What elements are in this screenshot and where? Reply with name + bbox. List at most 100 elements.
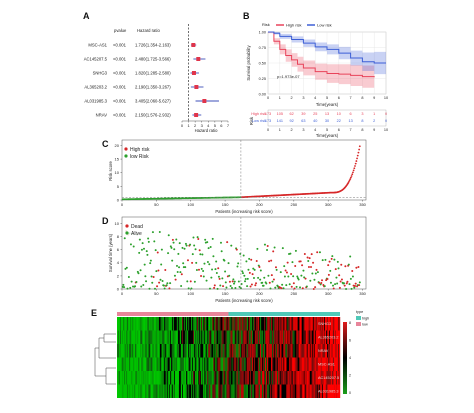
heatmap-cell <box>173 330 175 344</box>
heatmap-cell <box>176 371 179 385</box>
heatmap-cell <box>180 371 183 385</box>
heatmap-cell <box>255 384 258 398</box>
heatmap-cell <box>287 344 289 358</box>
heatmap-cell <box>186 371 189 385</box>
status-point <box>157 269 160 272</box>
heatmap-cell <box>217 357 219 371</box>
heatmap-cell <box>129 330 131 344</box>
status-point <box>174 278 177 281</box>
heatmap-cell <box>182 384 185 398</box>
heatmap-cell <box>242 384 244 398</box>
heatmap-cell <box>120 317 122 331</box>
status-point <box>169 282 172 285</box>
heatmap-cell <box>188 344 191 358</box>
heatmap-cell <box>129 384 131 398</box>
heatmap-cell <box>177 371 180 385</box>
heatmap-cell <box>232 317 234 331</box>
heatmap-cell <box>198 330 200 344</box>
heatmap-cell <box>135 344 137 358</box>
heatmap-cell <box>167 384 169 398</box>
status-point <box>191 253 194 256</box>
heatmap-cell <box>325 371 328 385</box>
heatmap-cell <box>162 330 164 344</box>
status-point <box>285 271 288 274</box>
heatmap-cell <box>333 330 336 344</box>
heatmap-cell <box>195 344 197 358</box>
heatmap-cell <box>130 357 132 371</box>
status-point <box>151 281 154 284</box>
heatmap-cell <box>328 384 331 398</box>
heatmap-cell <box>210 317 212 331</box>
heatmap-cell <box>266 371 268 385</box>
heatmap-cell <box>317 357 319 371</box>
heatmap-cell <box>138 330 140 344</box>
heatmap-cell <box>252 344 255 358</box>
forest-gene-label: AL031985.3 <box>84 99 107 104</box>
heatmap-cell <box>121 330 123 344</box>
heatmap-cell <box>120 330 122 344</box>
heatmap-cell <box>328 357 331 371</box>
status-point <box>141 242 144 245</box>
status-point <box>250 283 253 286</box>
heatmap-cell <box>325 384 328 398</box>
status-point <box>215 260 218 263</box>
heatmap-cell <box>304 344 306 358</box>
heatmap-cell <box>250 384 253 398</box>
heatmap-cell <box>145 384 147 398</box>
heatmap-cell <box>151 371 153 385</box>
heatmap-cell <box>195 330 197 344</box>
heatmap-cell <box>121 344 123 358</box>
heatmap-cell <box>249 371 251 385</box>
status-point <box>170 246 173 249</box>
status-point <box>246 277 249 280</box>
heatmap-cell <box>294 317 296 331</box>
risk-x-tick-label: 100 <box>187 202 194 207</box>
heatmap-cell <box>326 384 329 398</box>
forest-pvalue: <0.001 <box>113 99 127 104</box>
heatmap-cell <box>227 357 229 371</box>
heatmap-cell <box>174 357 176 371</box>
heatmap-cell <box>254 371 257 385</box>
heatmap-cell <box>280 357 282 371</box>
heatmap-cell <box>151 384 153 398</box>
status-point <box>290 285 293 288</box>
forest-pvalue: <0.001 <box>113 85 127 90</box>
risk-x-tick-label: 300 <box>325 202 332 207</box>
heatmap-cell <box>137 384 139 398</box>
heatmap-row-labels: SNHG3AL365203.2NRAVMSC-AS1AC145207.5AL03… <box>318 322 339 394</box>
heatmap-cell <box>291 344 293 358</box>
heatmap-cell <box>260 384 263 398</box>
heatmap-cell <box>170 371 172 385</box>
heatmap-cell <box>179 357 182 371</box>
heatmap-cell <box>122 371 124 385</box>
heatmap-cell <box>151 330 153 344</box>
heatmap-cell <box>338 357 341 371</box>
status-point <box>346 280 349 283</box>
heatmap-cell <box>275 371 277 385</box>
heatmap-cell <box>321 317 323 331</box>
heatmap-cell <box>312 384 314 398</box>
risk-score-point <box>353 167 356 170</box>
heatmap-cell <box>215 384 217 398</box>
heatmap-cell <box>256 344 259 358</box>
panel-e-letter: E <box>91 308 97 318</box>
risk-legend-low-label: low Risk <box>130 154 149 160</box>
status-point <box>325 279 328 282</box>
heatmap-cell <box>228 330 230 344</box>
heatmap-cell <box>273 330 275 344</box>
km-risk-count: 30 <box>325 119 329 123</box>
status-point <box>272 278 275 281</box>
heatmap-cell <box>274 371 276 385</box>
heatmap-cell <box>220 357 222 371</box>
heatmap-cell <box>183 317 186 331</box>
heatmap-cell <box>148 317 150 331</box>
heatmap-cell <box>306 330 308 344</box>
heatmap-cell <box>126 317 128 331</box>
km-x-tick-label: 6 <box>338 96 340 100</box>
status-point <box>252 276 255 279</box>
status-point <box>355 266 358 269</box>
status-point <box>129 243 132 246</box>
heatmap-cell <box>164 357 166 371</box>
heatmap-cell <box>153 384 155 398</box>
